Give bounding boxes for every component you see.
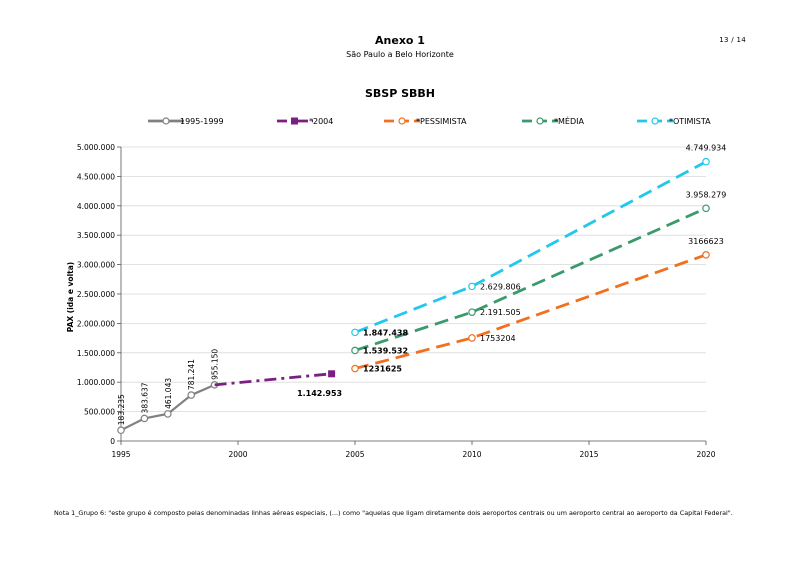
y-tick-label: 3.500.000 bbox=[77, 231, 115, 240]
data-label: 781.241 bbox=[187, 359, 196, 390]
y-tick-label: 2.000.000 bbox=[77, 319, 115, 328]
legend-item: *MÉDIA bbox=[522, 115, 584, 126]
x-tick-label: 2015 bbox=[579, 450, 598, 459]
data-point-marker bbox=[468, 282, 476, 291]
legend-swatch-marker bbox=[536, 117, 544, 125]
y-axis-label: PAX (ida e volta) bbox=[66, 262, 75, 332]
data-label: 2.191.505 bbox=[480, 308, 521, 317]
chart-axes: 0 500.000 1.000.000 1.500.000 2.000.000 2.500… bbox=[77, 143, 716, 459]
series-line-5 bbox=[354, 160, 707, 334]
legend-swatch-marker bbox=[291, 117, 298, 125]
legend-label: *2004 bbox=[309, 117, 333, 126]
data-label: 4.749.934 bbox=[686, 144, 727, 153]
data-label: 1231625 bbox=[363, 365, 402, 374]
data-label: 2.629.806 bbox=[480, 282, 521, 291]
data-label: 3166623 bbox=[688, 237, 724, 246]
data-point-marker bbox=[117, 426, 125, 435]
legend-item: 1995-1999 bbox=[148, 117, 224, 126]
line-chart: SBSP SBBH 1995-1999 *2004 *PESSIMISTA *MÉDI… bbox=[66, 87, 727, 459]
legend-swatch-marker bbox=[162, 117, 170, 125]
data-point-marker bbox=[468, 334, 476, 342]
y-tick-label: 4.500.000 bbox=[77, 172, 115, 181]
y-tick-label: 1.000.000 bbox=[77, 378, 115, 387]
data-point-marker bbox=[164, 410, 172, 418]
x-tick-label: 2000 bbox=[228, 450, 247, 459]
legend-item: *PESSIMISTA bbox=[384, 117, 467, 126]
data-point-marker bbox=[702, 157, 710, 166]
data-label: 3.958.279 bbox=[686, 190, 727, 199]
data-label: 183.235 bbox=[117, 394, 126, 425]
legend-label: 1995-1999 bbox=[180, 117, 224, 126]
y-tick-label: 0 bbox=[110, 437, 115, 446]
data-point-marker bbox=[328, 370, 336, 378]
document-subtitle: São Paulo a Belo Horizonte bbox=[346, 50, 454, 59]
x-tick-label: 1995 bbox=[111, 450, 130, 459]
series-line-2 bbox=[214, 372, 332, 387]
document-title: Anexo 1 bbox=[375, 34, 425, 47]
data-label: 955.150 bbox=[211, 349, 220, 380]
data-label: 1.142.953 bbox=[297, 389, 342, 398]
data-label: 1.539.532 bbox=[363, 346, 408, 355]
legend-swatch-marker bbox=[651, 117, 659, 125]
data-label: 383.637 bbox=[140, 382, 149, 413]
data-point-marker bbox=[702, 251, 710, 259]
chart-gridlines bbox=[121, 146, 706, 413]
series-line-3 bbox=[354, 253, 707, 370]
legend-label: *MÉDIA bbox=[554, 115, 584, 126]
data-point-marker bbox=[468, 308, 476, 316]
x-tick-label: 2005 bbox=[345, 450, 364, 459]
data-point-marker bbox=[351, 346, 359, 355]
page-number: 13 / 14 bbox=[719, 36, 746, 44]
y-tick-label: 5.000.000 bbox=[77, 143, 115, 152]
legend-item: *OTIMISTA bbox=[637, 117, 711, 126]
chart-legend: 1995-1999 *2004 *PESSIMISTA *MÉDIA *OTIMISTA bbox=[148, 115, 711, 126]
data-point-marker bbox=[187, 391, 196, 399]
data-label: 461.043 bbox=[164, 378, 173, 409]
data-label: 1.847.438 bbox=[363, 328, 408, 337]
y-tick-label: 2.500.000 bbox=[77, 290, 115, 299]
x-tick-label: 2010 bbox=[462, 450, 481, 459]
y-tick-label: 1.500.000 bbox=[77, 349, 115, 358]
legend-label: *OTIMISTA bbox=[669, 117, 711, 126]
data-point-marker bbox=[140, 414, 149, 423]
y-tick-label: 3.000.000 bbox=[77, 261, 115, 270]
data-point-marker bbox=[702, 204, 710, 213]
y-tick-label: 500.000 bbox=[84, 408, 115, 417]
data-point-marker bbox=[351, 364, 359, 373]
data-label: 1753204 bbox=[480, 334, 516, 343]
y-tick-label: 4.000.000 bbox=[77, 202, 115, 211]
footnote: Nota 1_Grupo 6: "este grupo é composto p… bbox=[54, 509, 733, 517]
data-point-marker bbox=[351, 328, 359, 337]
legend-label: *PESSIMISTA bbox=[416, 117, 467, 126]
chart-title: SBSP SBBH bbox=[365, 87, 435, 100]
legend-item: *2004 bbox=[277, 117, 333, 126]
legend-swatch-marker bbox=[398, 117, 406, 125]
chart-plot-area: 183.235 383.637 461.043 781.241 955.150 1.142… bbox=[117, 144, 727, 435]
x-tick-label: 2020 bbox=[696, 450, 715, 459]
